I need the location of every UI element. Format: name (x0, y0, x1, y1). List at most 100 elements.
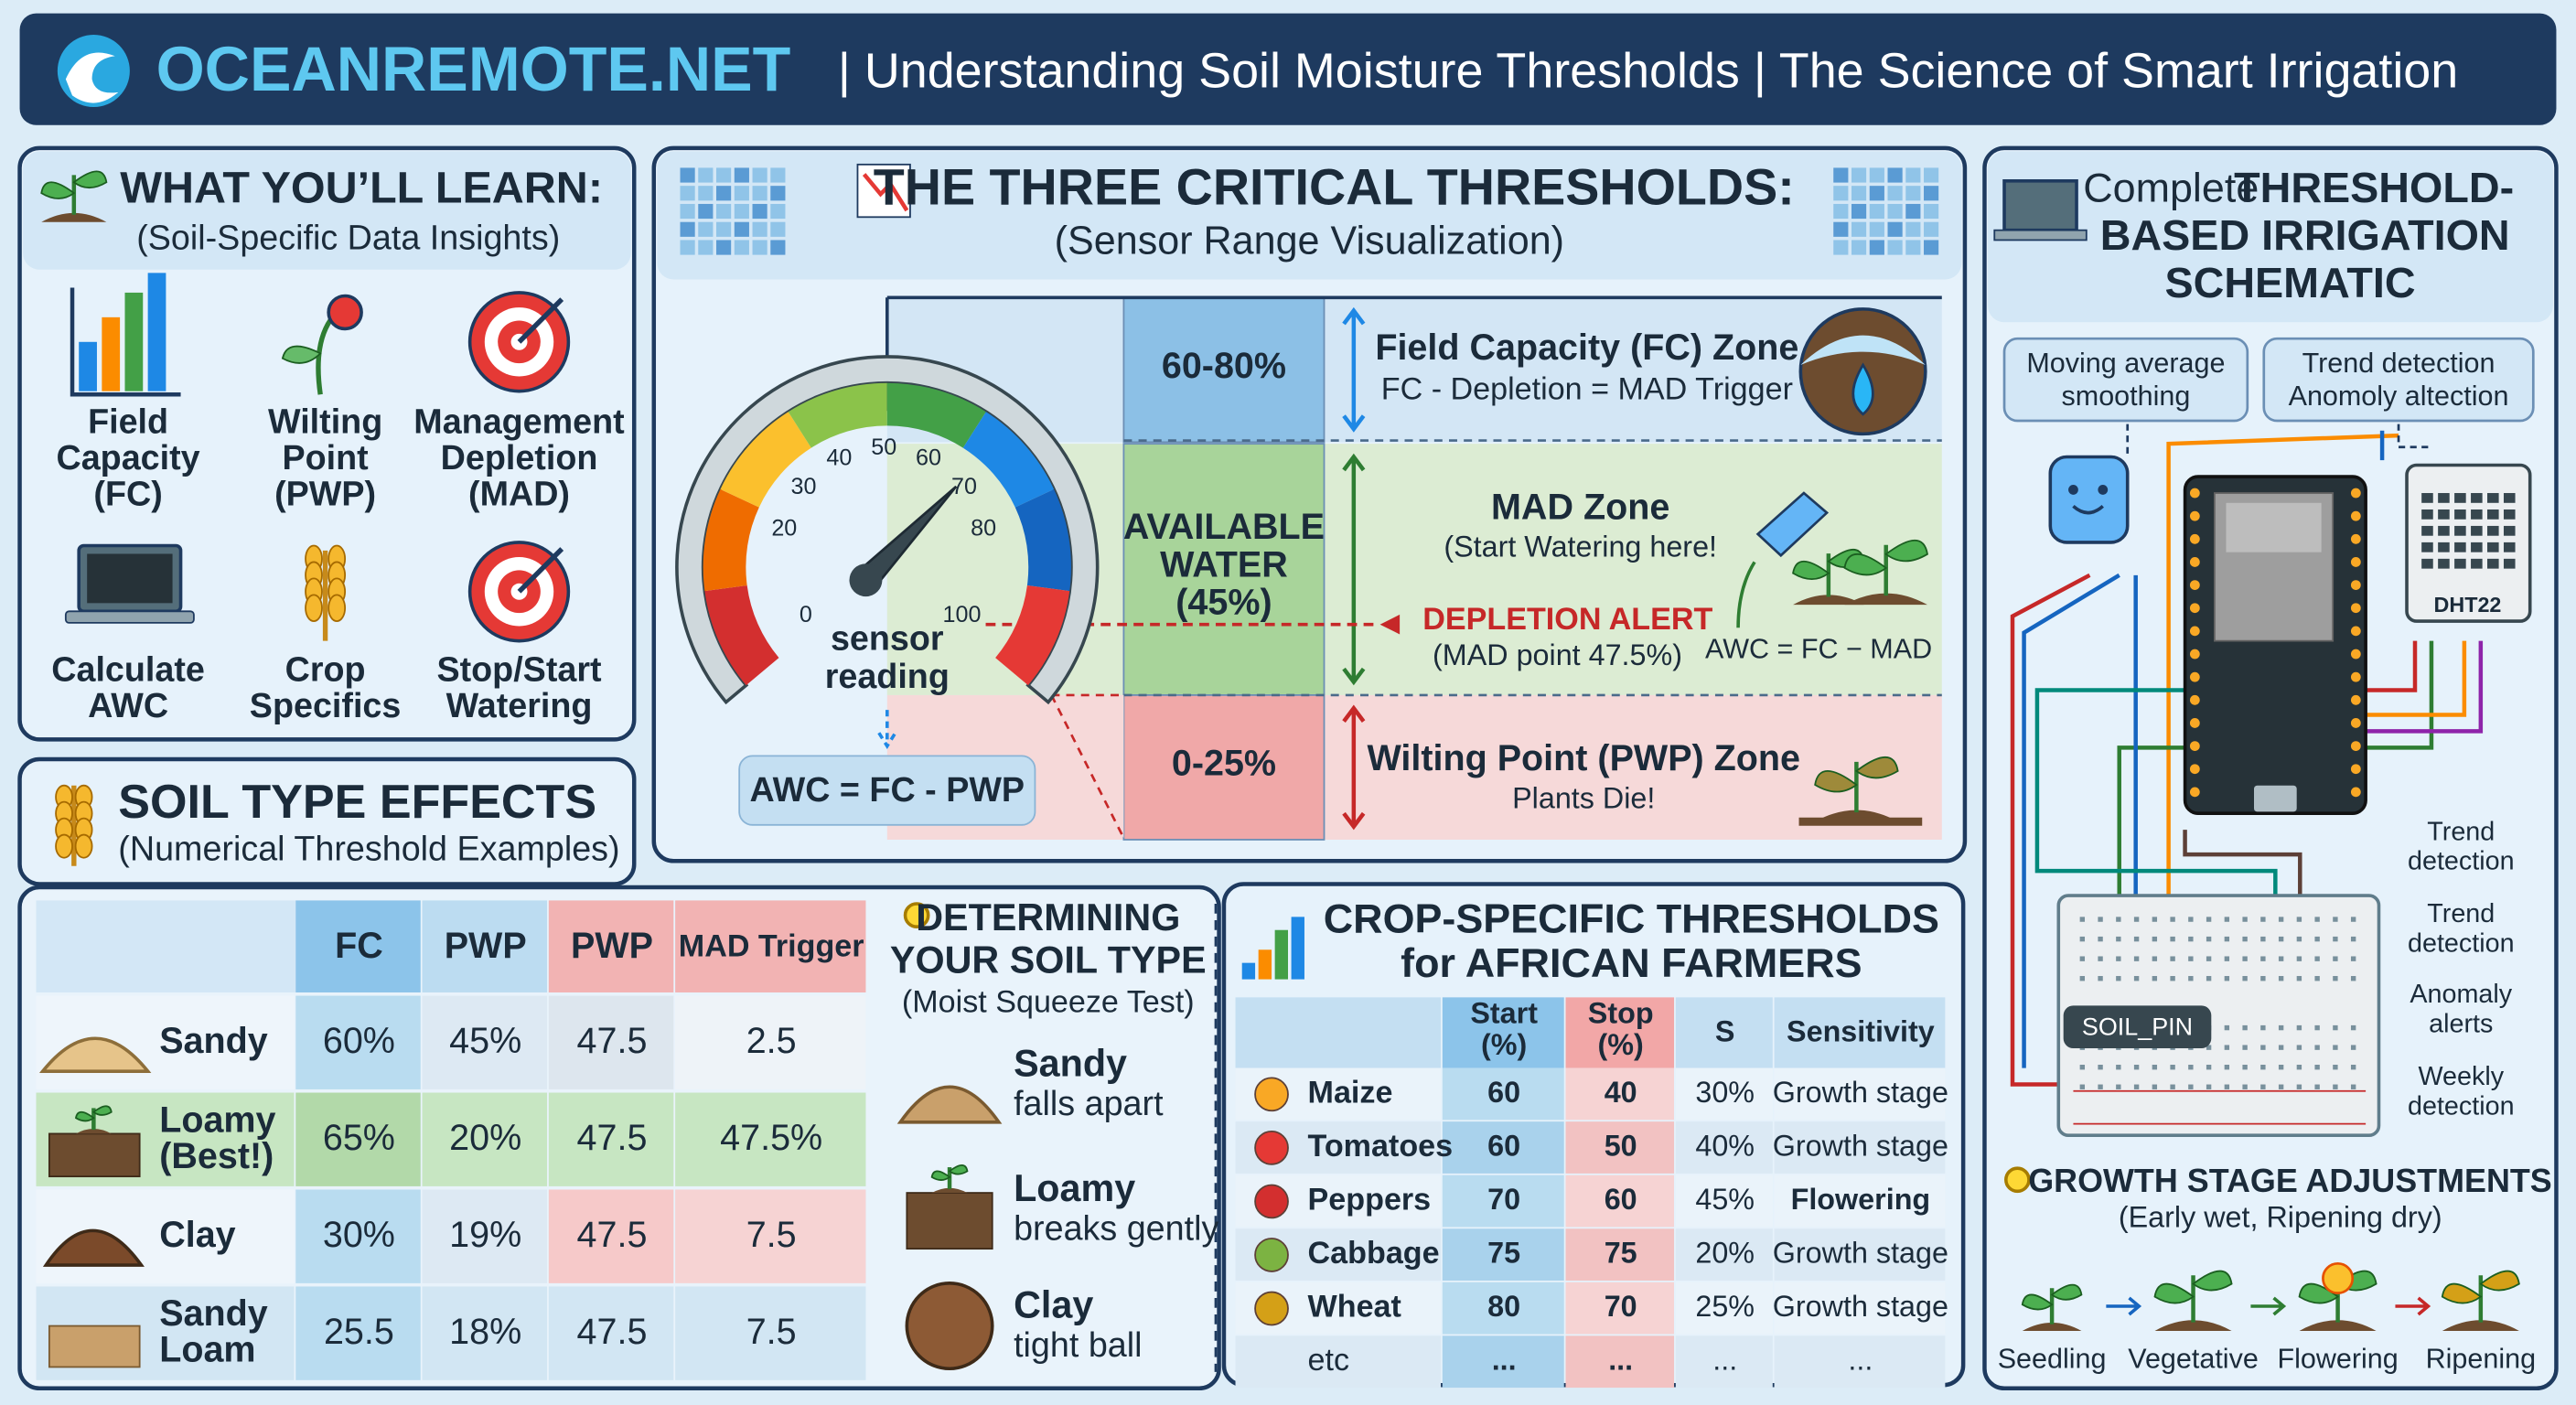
soil-block (48, 1132, 141, 1178)
zone-range (1122, 296, 1326, 444)
table-cell: 40 (1605, 1076, 1637, 1109)
dart (517, 297, 564, 344)
pin (2189, 488, 2200, 499)
pin (2350, 764, 2361, 775)
crop-icon (1241, 962, 1256, 980)
breadboard-hole (2224, 1065, 2230, 1070)
dht22 (2405, 463, 2532, 623)
pixel-icon (716, 167, 732, 183)
crop-name: etc (1308, 1343, 1350, 1378)
zone-desc: Plants Die! (1512, 781, 1655, 814)
pixel-icon (1833, 186, 1849, 201)
cell (1774, 1067, 1946, 1121)
pin (2350, 557, 2361, 567)
grain (55, 833, 73, 859)
pixel-icon (1924, 221, 1939, 237)
pin (2350, 787, 2361, 798)
gauge-tick-label: 80 (971, 515, 996, 541)
schematic-title: Complete (2083, 164, 2259, 210)
table-cell: 47.5 (577, 1021, 648, 1061)
breadboard-hole (2314, 976, 2320, 981)
pixel-icon (680, 167, 695, 183)
leaf (74, 1110, 95, 1122)
crop-icon (1254, 1131, 1289, 1165)
table-cell: ... (1712, 1344, 1737, 1377)
column-header: MAD Trigger (679, 929, 864, 964)
pixel-icon (1869, 186, 1884, 201)
breadboard-hole (2152, 976, 2158, 981)
section-title: SOIL TYPE EFFECTS (118, 776, 596, 829)
title-band (23, 151, 631, 270)
breadboard-hole (2152, 1084, 2158, 1089)
pixel-icon (734, 221, 749, 237)
cell (548, 1189, 674, 1283)
leaf (281, 345, 322, 364)
needle-hub (849, 563, 883, 597)
breadboard-hole (2098, 956, 2103, 961)
dht-grid (2421, 542, 2433, 552)
breadboard-hole (2242, 976, 2248, 981)
learn-item: (MAD) (468, 475, 570, 513)
panel (17, 756, 637, 886)
dht-grid (2471, 558, 2483, 569)
table-cell: 40% (1695, 1129, 1755, 1162)
leaf (1854, 756, 1899, 779)
zone-range-label: 60-80% (1162, 346, 1286, 386)
breadboard-hole (2170, 956, 2175, 961)
breadboard-hole (2206, 1065, 2212, 1070)
can (1755, 491, 1830, 558)
dht-grid (2503, 509, 2516, 520)
gauge-band (703, 488, 759, 592)
pin (2189, 649, 2200, 660)
learn-item: Stop/Start (436, 650, 602, 689)
breadboard-hole (2079, 956, 2086, 961)
table-cell: 60 (1487, 1076, 1520, 1109)
breadboard-hole (2170, 1084, 2175, 1089)
cell (1565, 1335, 1675, 1389)
pixel-icon (1924, 203, 1939, 220)
breadboard-hole (2260, 1084, 2266, 1089)
pin (2189, 764, 2200, 775)
smile (2072, 504, 2104, 515)
cell (1442, 1121, 1564, 1174)
leaf (72, 170, 108, 189)
leaf (40, 181, 76, 199)
breadboard-hole (2206, 917, 2212, 922)
breadboard-hole (2296, 917, 2302, 922)
zone-name: MAD Zone (1491, 487, 1669, 527)
cell (1774, 1121, 1946, 1174)
schematic-title: THRESHOLD- (2234, 164, 2514, 211)
pixel-icon (1887, 167, 1903, 183)
info-box (2002, 337, 2249, 423)
soil-name: Sandy (159, 1021, 268, 1061)
gauge-band (1014, 488, 1071, 592)
sand-pile (896, 1085, 1003, 1124)
leaf (2153, 1282, 2195, 1304)
pin (2350, 671, 2361, 682)
breadboard-hole (2206, 976, 2212, 981)
pixel-icon (1852, 221, 1867, 237)
laptop-screen (87, 553, 173, 604)
soil-name: Clay (1014, 1284, 1093, 1326)
section-title: GROWTH STAGE ADJUSTMENTS (2028, 1162, 2552, 1199)
table-cell: 80 (1487, 1290, 1520, 1323)
cell (1442, 1335, 1564, 1389)
usb (2254, 785, 2297, 812)
cell (548, 1092, 674, 1186)
dashed-link (2126, 424, 2431, 454)
table-cell: 7.5 (746, 1215, 797, 1255)
gauge-arrow (877, 710, 897, 749)
pixel-icon (698, 167, 714, 183)
breadboard-hole (2188, 1084, 2194, 1089)
breadboard-hole (2278, 1024, 2284, 1031)
breadboard-hole (2098, 917, 2103, 922)
cell (1675, 1228, 1773, 1281)
cell (295, 1286, 421, 1380)
breadboard-hole (2079, 936, 2086, 942)
pin (2189, 603, 2200, 614)
side-label: detection (2408, 847, 2515, 876)
bar-icon (102, 316, 121, 391)
zone-range-label: 0-25% (1172, 744, 1276, 784)
section-title: DETERMINING (916, 896, 1180, 938)
